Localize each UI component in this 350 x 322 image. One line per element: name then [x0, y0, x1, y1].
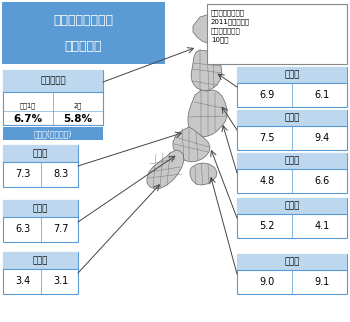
Text: 需要は厳寒だった
2011年度並みを
想定。北海道は
10年度: 需要は厳寒だった 2011年度並みを 想定。北海道は 10年度 [211, 9, 250, 43]
Text: 中　部: 中 部 [284, 156, 300, 166]
Text: 東　北: 東 北 [284, 71, 300, 80]
Bar [237, 153, 347, 169]
Bar [207, 4, 347, 64]
Text: 6.1: 6.1 [314, 90, 329, 100]
Bar [237, 254, 347, 294]
Text: 来年1月: 来年1月 [20, 102, 36, 109]
Text: 6.3: 6.3 [16, 224, 31, 234]
Polygon shape [147, 150, 184, 189]
Text: 予備率(供給余力): 予備率(供給余力) [34, 129, 72, 138]
Text: 9.1: 9.1 [314, 277, 329, 287]
Text: 7.7: 7.7 [53, 224, 69, 234]
Bar [237, 67, 347, 107]
Text: 北海道電力: 北海道電力 [40, 77, 66, 86]
Text: 5.2: 5.2 [259, 221, 274, 231]
Text: 需給見通し: 需給見通し [65, 40, 102, 53]
Bar [3, 145, 78, 187]
Bar [237, 153, 347, 193]
Text: 2月: 2月 [74, 102, 82, 109]
Text: 6.6: 6.6 [314, 176, 329, 186]
Polygon shape [190, 163, 217, 185]
Text: 3.1: 3.1 [53, 276, 68, 286]
Bar [237, 198, 347, 214]
Text: 9.0: 9.0 [259, 277, 274, 287]
Bar [237, 254, 347, 270]
Text: 4.8: 4.8 [259, 176, 274, 186]
Bar [237, 67, 347, 83]
Text: 9.4: 9.4 [314, 133, 329, 143]
Text: 中　国: 中 国 [33, 204, 48, 213]
Text: 5.8%: 5.8% [63, 114, 92, 124]
Bar [3, 252, 78, 294]
Polygon shape [193, 14, 243, 46]
Bar [3, 70, 103, 92]
Text: 四　国: 四 国 [284, 258, 300, 267]
Bar [2, 2, 165, 64]
Bar [237, 198, 347, 238]
Text: 8.3: 8.3 [53, 169, 68, 179]
Text: 関　西: 関 西 [284, 202, 300, 211]
Bar [3, 252, 78, 269]
Polygon shape [173, 127, 210, 162]
Text: 7.5: 7.5 [259, 133, 274, 143]
Bar [3, 145, 78, 162]
Bar [3, 70, 103, 125]
Text: 九　州: 九 州 [33, 256, 48, 265]
Text: 北　陸: 北 陸 [33, 149, 48, 158]
Bar [237, 110, 347, 150]
Polygon shape [191, 50, 222, 91]
Bar [3, 127, 103, 140]
Bar [3, 200, 78, 242]
Text: 6.7%: 6.7% [13, 114, 43, 124]
Text: 3.4: 3.4 [16, 276, 31, 286]
Polygon shape [188, 90, 227, 137]
Bar [3, 200, 78, 217]
Text: 7.3: 7.3 [15, 169, 31, 179]
Text: 6.9: 6.9 [259, 90, 274, 100]
Text: 電力９社の今冬の: 電力９社の今冬の [54, 14, 113, 27]
Text: 東　京: 東 京 [284, 113, 300, 122]
Text: 4.1: 4.1 [314, 221, 329, 231]
Bar [237, 110, 347, 126]
